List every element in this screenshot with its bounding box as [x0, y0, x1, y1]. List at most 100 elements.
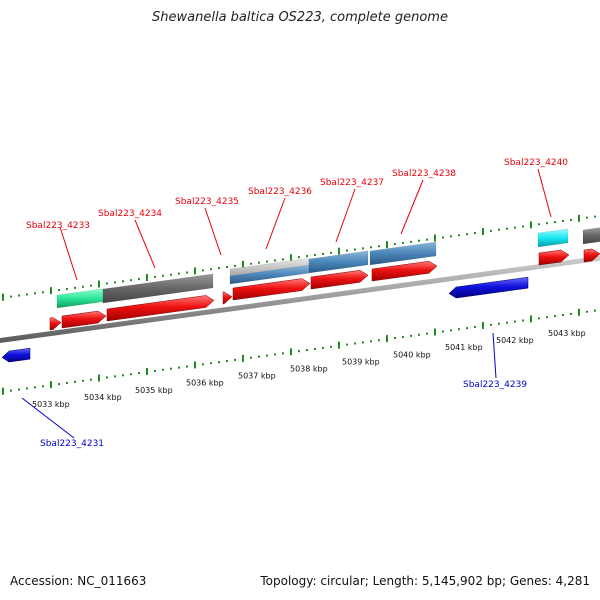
upper-tick	[354, 248, 356, 251]
upper-tick	[410, 240, 412, 243]
upper-tick	[146, 273, 148, 281]
upper-tick	[258, 261, 260, 264]
lower-tick	[434, 328, 436, 336]
upper-tick	[58, 289, 60, 292]
upper-tick	[554, 221, 556, 224]
lower-tick	[362, 341, 364, 344]
upper-tick	[562, 220, 564, 223]
upper-tick	[490, 229, 492, 232]
upper-tick	[514, 226, 516, 229]
upper-tick	[82, 285, 84, 288]
upper-tick	[386, 241, 388, 249]
lower-tick	[450, 329, 452, 332]
upper-tick	[2, 293, 4, 301]
scale-label: 5043 kbp	[548, 329, 586, 338]
upper-tick	[242, 260, 244, 268]
upper-tick	[90, 284, 92, 287]
gene-label: Sbal223_4235	[175, 197, 239, 207]
upper-tick	[42, 291, 44, 294]
lower-tick	[74, 380, 76, 383]
lower-tick	[370, 340, 372, 343]
cds-rev-4239	[448, 276, 529, 299]
lower-tick	[66, 381, 68, 384]
upper-tick	[66, 287, 68, 290]
upper-tick	[34, 292, 36, 295]
lower-tick	[162, 368, 164, 371]
scale-label: 5039 kbp	[342, 357, 380, 366]
label-leader	[335, 188, 356, 243]
lower-tick	[418, 333, 420, 336]
lower-tick	[474, 326, 476, 329]
upper-tick	[362, 247, 364, 250]
upper-tick	[298, 256, 300, 259]
lower-tick	[34, 386, 36, 389]
lower-tick	[266, 354, 268, 357]
upper-tick	[482, 227, 484, 235]
scale-label: 5035 kbp	[135, 386, 173, 395]
accession-text: Accession: NC_011663	[10, 574, 147, 588]
scale-label: 5040 kbp	[393, 350, 431, 359]
upper-tick	[210, 268, 212, 271]
gene-label: Sbal223_4233	[26, 221, 90, 231]
lower-tick	[122, 374, 124, 377]
cds-arrows	[1, 248, 600, 363]
upper-tick	[338, 247, 340, 255]
lower-tick	[226, 360, 228, 363]
lower-tick	[82, 379, 84, 382]
upper-tick	[594, 215, 596, 218]
upper-tick	[322, 252, 324, 255]
lower-tick	[330, 345, 332, 348]
lower-tick	[410, 334, 412, 337]
lower-tick	[386, 335, 388, 343]
lower-tick	[514, 320, 516, 323]
lower-tick	[2, 387, 4, 395]
genome-backbone	[0, 255, 600, 343]
lower-tick	[538, 317, 540, 320]
upper-tick	[18, 294, 20, 297]
upper-tick	[522, 225, 524, 228]
scale-label: 5038 kbp	[290, 365, 328, 374]
cds-fwd-next	[583, 248, 600, 263]
upper-tick	[202, 269, 204, 272]
upper-tick	[178, 272, 180, 275]
upper-tick	[378, 245, 380, 248]
upper-tick	[10, 295, 12, 298]
lower-tick	[562, 314, 564, 317]
lower-tick	[202, 363, 204, 366]
lower-tick	[90, 378, 92, 381]
cds-fwd-4234	[106, 295, 215, 322]
upper-tick	[450, 235, 452, 238]
lower-tick	[466, 327, 468, 330]
upper-tick	[434, 234, 436, 242]
upper-tick	[586, 216, 588, 219]
lower-tick	[218, 361, 220, 364]
lower-tick	[210, 362, 212, 365]
upper-tick	[138, 278, 140, 281]
label-leader	[59, 226, 78, 281]
upper-tick	[50, 287, 52, 295]
lower-tick	[530, 315, 532, 323]
upper-tick	[74, 286, 76, 289]
upper-tick	[250, 262, 252, 265]
lower-tick	[378, 339, 380, 342]
upper-tick	[394, 243, 396, 246]
upper-tick	[530, 221, 532, 229]
scale-label: 5033 kbp	[32, 400, 70, 409]
label-leader	[21, 397, 75, 439]
lower-tick	[298, 350, 300, 353]
upper-tick	[226, 266, 228, 269]
label-leader	[537, 168, 552, 218]
lower-tick	[42, 385, 44, 388]
lower-tick	[178, 366, 180, 369]
lower-tick	[258, 355, 260, 358]
lower-tick	[26, 387, 28, 390]
lower-tick	[50, 381, 52, 389]
feature-block-cyan	[537, 228, 569, 248]
lower-tick	[402, 335, 404, 338]
upper-tick	[474, 232, 476, 235]
lower-tick	[570, 312, 572, 315]
lower-tick	[98, 374, 100, 382]
label-leader	[492, 332, 497, 379]
lower-tick	[354, 342, 356, 345]
upper-tick	[218, 267, 220, 270]
